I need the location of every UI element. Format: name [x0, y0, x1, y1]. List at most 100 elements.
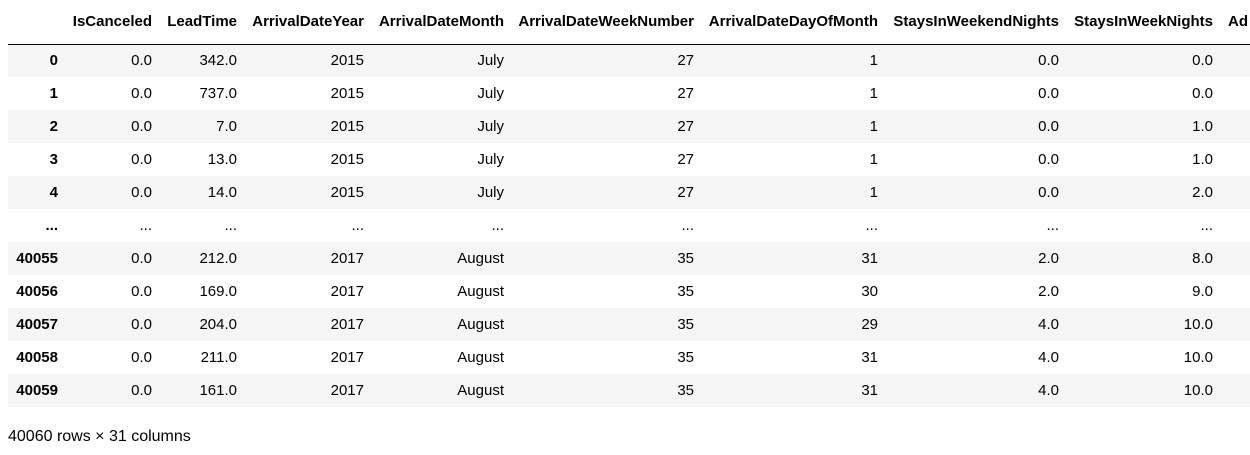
table-row: 3 0.0 13.0 2015 July 27 1 0.0 1.0	[8, 143, 1250, 176]
cell-arrivaldatedayofmonth: 31	[861, 349, 878, 366]
cell-arrivaldateweeknumber: 27	[677, 118, 694, 135]
column-header-staysinweeknights: StaysInWeekNights	[1067, 0, 1221, 45]
cell-arrivaldatedayofmonth: 31	[861, 250, 878, 267]
cell-arrivaldateyear: 2015	[330, 118, 364, 135]
row-index: 4	[49, 184, 58, 201]
table-row: 40058 0.0 211.0 2017 August 35 31 4.0 10.0	[8, 341, 1250, 374]
cell-arrivaldateyear: ...	[351, 217, 364, 234]
cell-arrivaldateyear: 2017	[330, 250, 364, 267]
table-row: 40057 0.0 204.0 2017 August 35 29 4.0 10.0	[8, 308, 1250, 341]
cell-arrivaldatedayofmonth: 30	[861, 283, 878, 300]
cell-arrivaldatemonth: August	[457, 382, 504, 399]
table-row: 40055 0.0 212.0 2017 August 35 31 2.0 8.0	[8, 242, 1250, 275]
cell-arrivaldatemonth: ...	[491, 217, 504, 234]
cell-staysinweeknights: ...	[1200, 217, 1213, 234]
cell-arrivaldateweeknumber: ...	[681, 217, 694, 234]
cell-staysinweeknights: 8.0	[1192, 250, 1213, 267]
column-header-iscanceled: IsCanceled	[66, 0, 160, 45]
cell-arrivaldatemonth: July	[477, 85, 504, 102]
row-index: 3	[49, 151, 58, 168]
table-header: IsCanceled LeadTime ArrivalDateYear Arrival…	[8, 0, 1250, 45]
row-index: 40058	[16, 349, 58, 366]
cell-arrivaldateweeknumber: 35	[677, 250, 694, 267]
cell-arrivaldatemonth: August	[457, 283, 504, 300]
cell-arrivaldateyear: 2017	[330, 382, 364, 399]
cell-arrivaldateweeknumber: 35	[677, 382, 694, 399]
cell-arrivaldateyear: 2015	[330, 52, 364, 70]
cell-staysinweeknights: 0.0	[1192, 52, 1213, 70]
cell-arrivaldatedayofmonth: 31	[861, 382, 878, 399]
cell-arrivaldatemonth: August	[457, 250, 504, 267]
cell-arrivaldateyear: 2017	[330, 316, 364, 333]
cell-leadtime: 342.0	[199, 52, 237, 70]
cell-leadtime: 13.0	[207, 151, 237, 168]
column-header-staysinweekendnights: StaysInWeekendNights	[886, 0, 1067, 45]
cell-staysinweekendnights: 0.0	[1038, 52, 1059, 70]
cell-arrivaldatedayofmonth: 1	[869, 52, 878, 70]
dataframe-table: IsCanceled LeadTime ArrivalDateYear Arrival…	[8, 0, 1250, 407]
cell-arrivaldatedayofmonth: 1	[869, 118, 878, 135]
cell-staysinweekendnights: 4.0	[1038, 382, 1059, 399]
ellipsis-row: ...........................	[8, 209, 1250, 242]
cell-staysinweeknights: 1.0	[1192, 151, 1213, 168]
cell-adults	[1221, 275, 1250, 308]
cell-iscanceled: 0.0	[131, 382, 152, 399]
notebook-output-area: IsCanceled LeadTime ArrivalDateYear Arrival…	[8, 0, 1250, 455]
row-index: 2	[49, 118, 58, 135]
cell-staysinweekendnights: 2.0	[1038, 283, 1059, 300]
cell-arrivaldateyear: 2015	[330, 184, 364, 201]
cell-leadtime: 161.0	[199, 382, 237, 399]
cell-leadtime: 204.0	[199, 316, 237, 333]
cell-arrivaldatemonth: July	[477, 52, 504, 70]
cell-staysinweekendnights: 0.0	[1038, 85, 1059, 102]
cell-iscanceled: 0.0	[131, 85, 152, 102]
cell-leadtime: 212.0	[199, 250, 237, 267]
cell-iscanceled: 0.0	[131, 316, 152, 333]
cell-staysinweeknights: 10.0	[1183, 316, 1213, 333]
cell-leadtime: 169.0	[199, 283, 237, 300]
cell-leadtime: ...	[224, 217, 237, 234]
cell-arrivaldatedayofmonth: 29	[861, 316, 878, 333]
cell-iscanceled: ...	[139, 217, 152, 234]
cell-iscanceled: 0.0	[131, 52, 152, 70]
table-row: 40059 0.0 161.0 2017 August 35 31 4.0 10.0	[8, 374, 1250, 407]
cell-staysinweeknights: 9.0	[1192, 283, 1213, 300]
cell-adults	[1221, 341, 1250, 374]
cell-arrivaldatedayofmonth: 1	[869, 85, 878, 102]
cell-arrivaldatemonth: July	[477, 151, 504, 168]
cell-iscanceled: 0.0	[131, 250, 152, 267]
table-row: 4 0.0 14.0 2015 July 27 1 0.0 2.0	[8, 176, 1250, 209]
column-header-leadtime: LeadTime	[160, 0, 245, 45]
cell-leadtime: 211.0	[200, 349, 237, 366]
cell-staysinweeknights: 0.0	[1192, 85, 1213, 102]
cell-adults	[1221, 44, 1250, 77]
cell-arrivaldatemonth: August	[457, 316, 504, 333]
cell-arrivaldateyear: 2017	[330, 349, 364, 366]
cell-arrivaldatemonth: July	[477, 118, 504, 135]
row-index: 0	[49, 52, 58, 70]
cell-staysinweekendnights: 0.0	[1038, 151, 1059, 168]
cell-arrivaldateyear: 2017	[330, 283, 364, 300]
table-row: 2 0.0 7.0 2015 July 27 1 0.0 1.0	[8, 110, 1250, 143]
cell-staysinweeknights: 10.0	[1183, 349, 1213, 366]
cell-adults	[1221, 143, 1250, 176]
column-header-arrivaldateweeknumber: ArrivalDateWeekNumber	[512, 0, 702, 45]
row-index: 40059	[16, 382, 58, 399]
cell-arrivaldatedayofmonth: 1	[869, 151, 878, 168]
cell-leadtime: 14.0	[207, 184, 237, 201]
cell-adults	[1221, 77, 1250, 110]
cell-arrivaldatemonth: July	[477, 184, 504, 201]
table-row: 0 0.0 342.0 2015 July 27 1 0.0 0.0	[8, 44, 1250, 77]
row-index: 1	[49, 85, 58, 102]
cell-staysinweekendnights: 0.0	[1038, 118, 1059, 135]
table-body: 0 0.0 342.0 2015 July 27 1 0.0 0.0 1 0.0 737.0 2015 J…	[8, 44, 1250, 407]
cell-adults	[1221, 176, 1250, 209]
cell-staysinweekendnights: 2.0	[1038, 250, 1059, 267]
cell-staysinweeknights: 2.0	[1192, 184, 1213, 201]
cell-arrivaldateweeknumber: 35	[677, 316, 694, 333]
cell-arrivaldateweeknumber: 27	[677, 85, 694, 102]
index-header	[8, 0, 66, 45]
column-header-arrivaldateyear: ArrivalDateYear	[245, 0, 372, 45]
cell-iscanceled: 0.0	[131, 118, 152, 135]
cell-iscanceled: 0.0	[131, 283, 152, 300]
